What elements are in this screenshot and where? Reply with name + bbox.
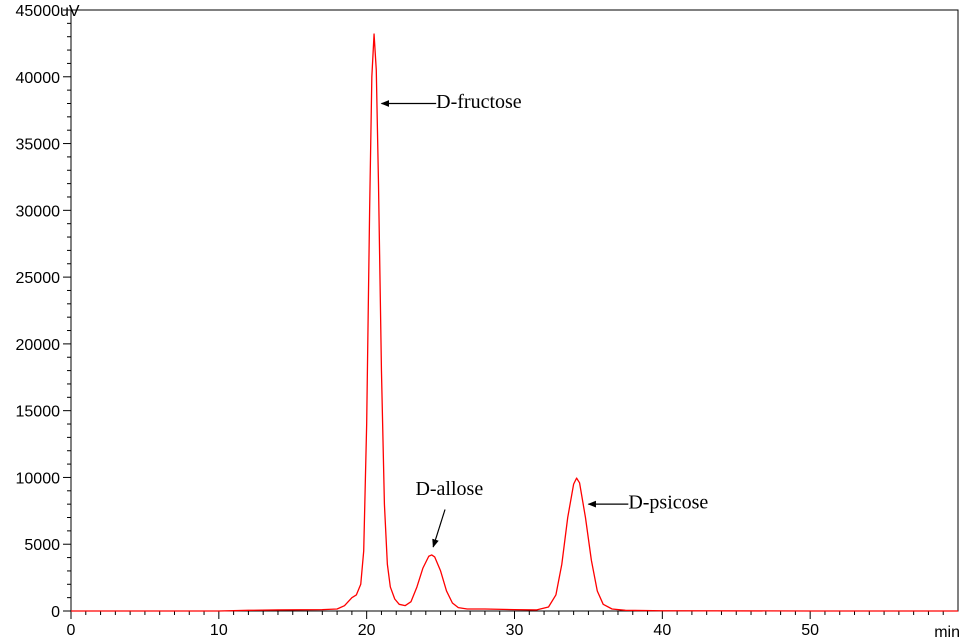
y-tick-label: 25000 bbox=[16, 270, 61, 287]
y-tick-label: 35000 bbox=[16, 137, 61, 154]
annotation-label: D-fructose bbox=[436, 91, 522, 113]
y-tick-label: 10000 bbox=[16, 470, 61, 487]
axes: 0 10 20 30 40 50 min 0 5000 10000 15000 20000 25000 3… bbox=[16, 3, 961, 641]
x-unit-label: min bbox=[934, 624, 960, 641]
x-tick-label: 40 bbox=[653, 622, 671, 639]
y-tick-label: 5000 bbox=[24, 537, 60, 554]
x-tick-label: 20 bbox=[358, 622, 376, 639]
y-tick-label: 45000 bbox=[16, 3, 61, 20]
y-tick-label: 20000 bbox=[16, 337, 61, 354]
annotation-layer: D-fructose D-allose D-psicose bbox=[380, 91, 708, 548]
x-tick-label: 0 bbox=[67, 622, 76, 639]
annotation-label: D-psicose bbox=[628, 491, 708, 513]
x-tick-label: 10 bbox=[210, 622, 228, 639]
y-tick-label: 15000 bbox=[16, 404, 61, 421]
series-layer bbox=[71, 33, 958, 612]
annotation-label: D-allose bbox=[415, 478, 483, 500]
x-tick-label: 30 bbox=[506, 622, 524, 639]
y-tick-label: 40000 bbox=[16, 70, 61, 87]
x-tick-label: 50 bbox=[801, 622, 819, 639]
y-tick-label: 30000 bbox=[16, 203, 61, 220]
y-unit-label: uV bbox=[60, 3, 80, 20]
series-line-0 bbox=[71, 33, 958, 612]
annotation-arrow bbox=[432, 509, 446, 548]
y-tick-label: 0 bbox=[51, 604, 60, 621]
